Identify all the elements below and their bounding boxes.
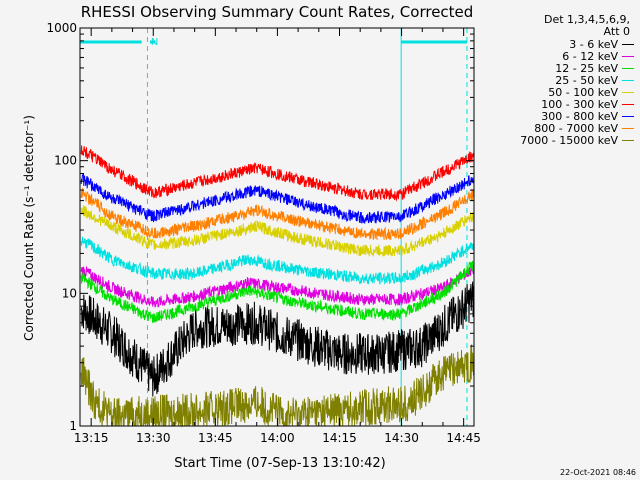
- x-tick-label: 13:15: [74, 431, 109, 445]
- legend-label: 300 - 800 keV: [541, 110, 618, 124]
- x-tick-label: 13:30: [136, 431, 171, 445]
- y-tick-label: 1000: [46, 21, 77, 35]
- marker-bar-label: N: [151, 37, 158, 48]
- legend-label: 100 - 300 keV: [541, 98, 618, 112]
- legend-label: 25 - 50 keV: [555, 73, 618, 87]
- legend-entry: 300 - 800 keV: [484, 110, 634, 124]
- legend-swatch: [622, 55, 634, 57]
- chart-text: 1 10 100 1000 13:15 13:30 13:45 14:00 14:15 14:30…: [22, 3, 481, 471]
- legend-swatch: [622, 91, 634, 93]
- series-line-7: [80, 187, 474, 240]
- legend-label: 800 - 7000 keV: [534, 122, 618, 136]
- series-lines: [80, 145, 474, 428]
- legend-label: 3 - 6 keV: [569, 37, 618, 51]
- x-tick-label: 14:15: [322, 431, 357, 445]
- legend-swatch: [622, 43, 634, 45]
- chart-title: RHESSI Observing Summary Count Rates, Co…: [81, 3, 474, 21]
- legend: Det 1,3,4,5,6,9, Att 0 3 - 6 keV 6 - 12 k…: [484, 14, 634, 147]
- series-line-1: [80, 264, 474, 308]
- legend-header-2: Att 0: [603, 25, 630, 38]
- legend-entry: 7000 - 15000 keV: [484, 134, 634, 148]
- series-line-4: [80, 205, 474, 258]
- footer-timestamp: 22-Oct-2021 08:46: [560, 468, 636, 477]
- axes: [79, 27, 475, 427]
- legend-swatch: [622, 128, 634, 130]
- series-line-5: [80, 145, 474, 202]
- y-tick-label: 10: [62, 286, 77, 300]
- legend-label: 12 - 25 keV: [555, 61, 618, 75]
- legend-label: 6 - 12 keV: [562, 49, 618, 63]
- legend-header-1: Det 1,3,4,5,6,9,: [543, 13, 630, 26]
- legend-swatch: [622, 116, 634, 118]
- series-line-2: [80, 260, 474, 324]
- legend-swatch: [622, 140, 634, 142]
- legend-entry: 25 - 50 keV: [484, 73, 634, 87]
- legend-swatch: [622, 79, 634, 81]
- x-tick-label: 14:45: [446, 431, 481, 445]
- legend-swatch: [622, 67, 634, 69]
- series-line-3: [80, 236, 474, 286]
- legend-label: 50 - 100 keV: [548, 85, 618, 99]
- series-line-0: [80, 281, 474, 397]
- x-tick-label: 13:45: [198, 431, 233, 445]
- legend-entry: 50 - 100 keV: [484, 85, 634, 99]
- legend-swatch: [622, 104, 634, 106]
- legend-entry: 800 - 7000 keV: [484, 122, 634, 136]
- legend-entry: 12 - 25 keV: [484, 61, 634, 75]
- legend-label: 7000 - 15000 keV: [520, 134, 618, 148]
- series-line-6: [80, 173, 474, 224]
- series-line-8: [80, 344, 474, 428]
- x-tick-label: 14:00: [260, 431, 295, 445]
- legend-entry: 3 - 6 keV: [484, 37, 634, 51]
- legend-entry: 6 - 12 keV: [484, 49, 634, 63]
- y-tick-label: 100: [54, 154, 77, 168]
- x-axis-label: Start Time (07-Sep-13 13:10:42): [174, 456, 385, 471]
- y-axis-label: Corrected Count Rate (s⁻¹ detector⁻¹): [22, 115, 36, 341]
- y-tick-label: 1: [69, 419, 77, 433]
- legend-entry: 100 - 300 keV: [484, 98, 634, 112]
- x-tick-label: 14:30: [384, 431, 419, 445]
